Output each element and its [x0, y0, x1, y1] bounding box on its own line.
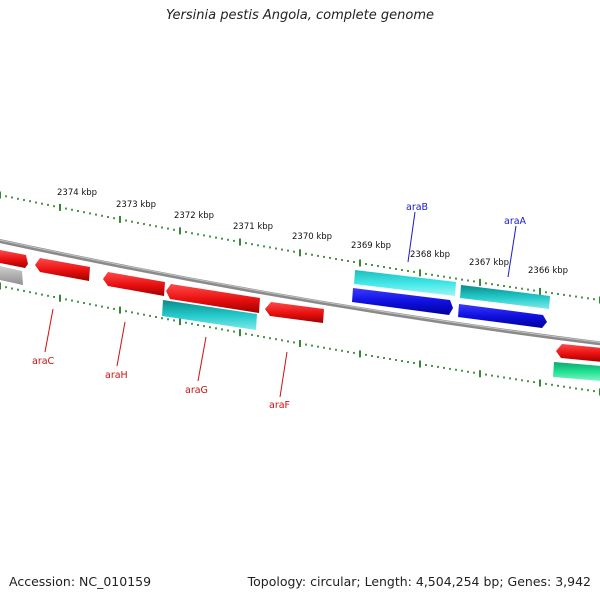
leader-line-araF	[279, 351, 288, 398]
cds-feature[interactable]	[0, 266, 23, 285]
tick-label-2370: 2370 kbp	[292, 232, 332, 242]
cds-feature[interactable]	[460, 285, 550, 309]
cds-feature[interactable]	[103, 272, 165, 296]
gene-label-araH[interactable]: araH	[105, 370, 128, 381]
cds-feature[interactable]	[0, 250, 28, 268]
cds-feature[interactable]	[162, 300, 257, 330]
cds-feature[interactable]	[556, 344, 600, 362]
tick-label-2373: 2373 kbp	[116, 200, 156, 210]
cds-feature[interactable]	[35, 258, 90, 281]
leader-line-araH	[116, 321, 126, 367]
tick-label-2367: 2367 kbp	[469, 258, 509, 268]
genome-backbone-highlight	[0, 239, 600, 343]
tick-label-2374: 2374 kbp	[57, 188, 97, 198]
leader-line-araB	[407, 211, 416, 263]
scale-ticks-inner	[0, 282, 600, 396]
cds-feature[interactable]	[553, 362, 600, 381]
leader-lines	[44, 211, 517, 398]
gene-labels: araB araA araC araH araG araF	[32, 202, 527, 411]
tick-label-2369: 2369 kbp	[351, 241, 391, 251]
cds-feature[interactable]	[265, 302, 324, 323]
map-title: Yersinia pestis Angola, complete genome	[166, 8, 434, 23]
cds-feature[interactable]	[354, 270, 456, 296]
scale-ticks-outer	[0, 191, 600, 304]
tick-label-2366: 2366 kbp	[528, 266, 568, 276]
reverse-strand-features	[0, 250, 600, 381]
gene-label-araA[interactable]: araA	[504, 216, 527, 227]
tick-label-2371: 2371 kbp	[233, 222, 273, 232]
tick-labels: 2374 kbp 2373 kbp 2372 kbp 2371 kbp 2370…	[57, 188, 568, 276]
forward-strand-features	[352, 270, 550, 328]
tick-label-2368: 2368 kbp	[410, 250, 450, 260]
genome-summary: Topology: circular; Length: 4,504,254 bp…	[247, 574, 591, 589]
gene-label-araG[interactable]: araG	[185, 385, 208, 396]
cds-feature[interactable]	[458, 304, 547, 328]
cds-feature[interactable]	[352, 288, 453, 315]
genome-backbone	[0, 239, 600, 346]
gene-label-araB[interactable]: araB	[406, 202, 428, 213]
accession-label: Accession: NC_010159	[9, 574, 152, 589]
leader-line-araG	[197, 336, 207, 382]
tick-label-2372: 2372 kbp	[174, 211, 214, 221]
leader-line-araC	[44, 308, 54, 353]
cds-feature[interactable]	[166, 284, 260, 313]
leader-line-araA	[507, 225, 517, 278]
gene-label-araF[interactable]: araF	[269, 400, 290, 411]
gene-label-araC[interactable]: araC	[32, 356, 55, 367]
